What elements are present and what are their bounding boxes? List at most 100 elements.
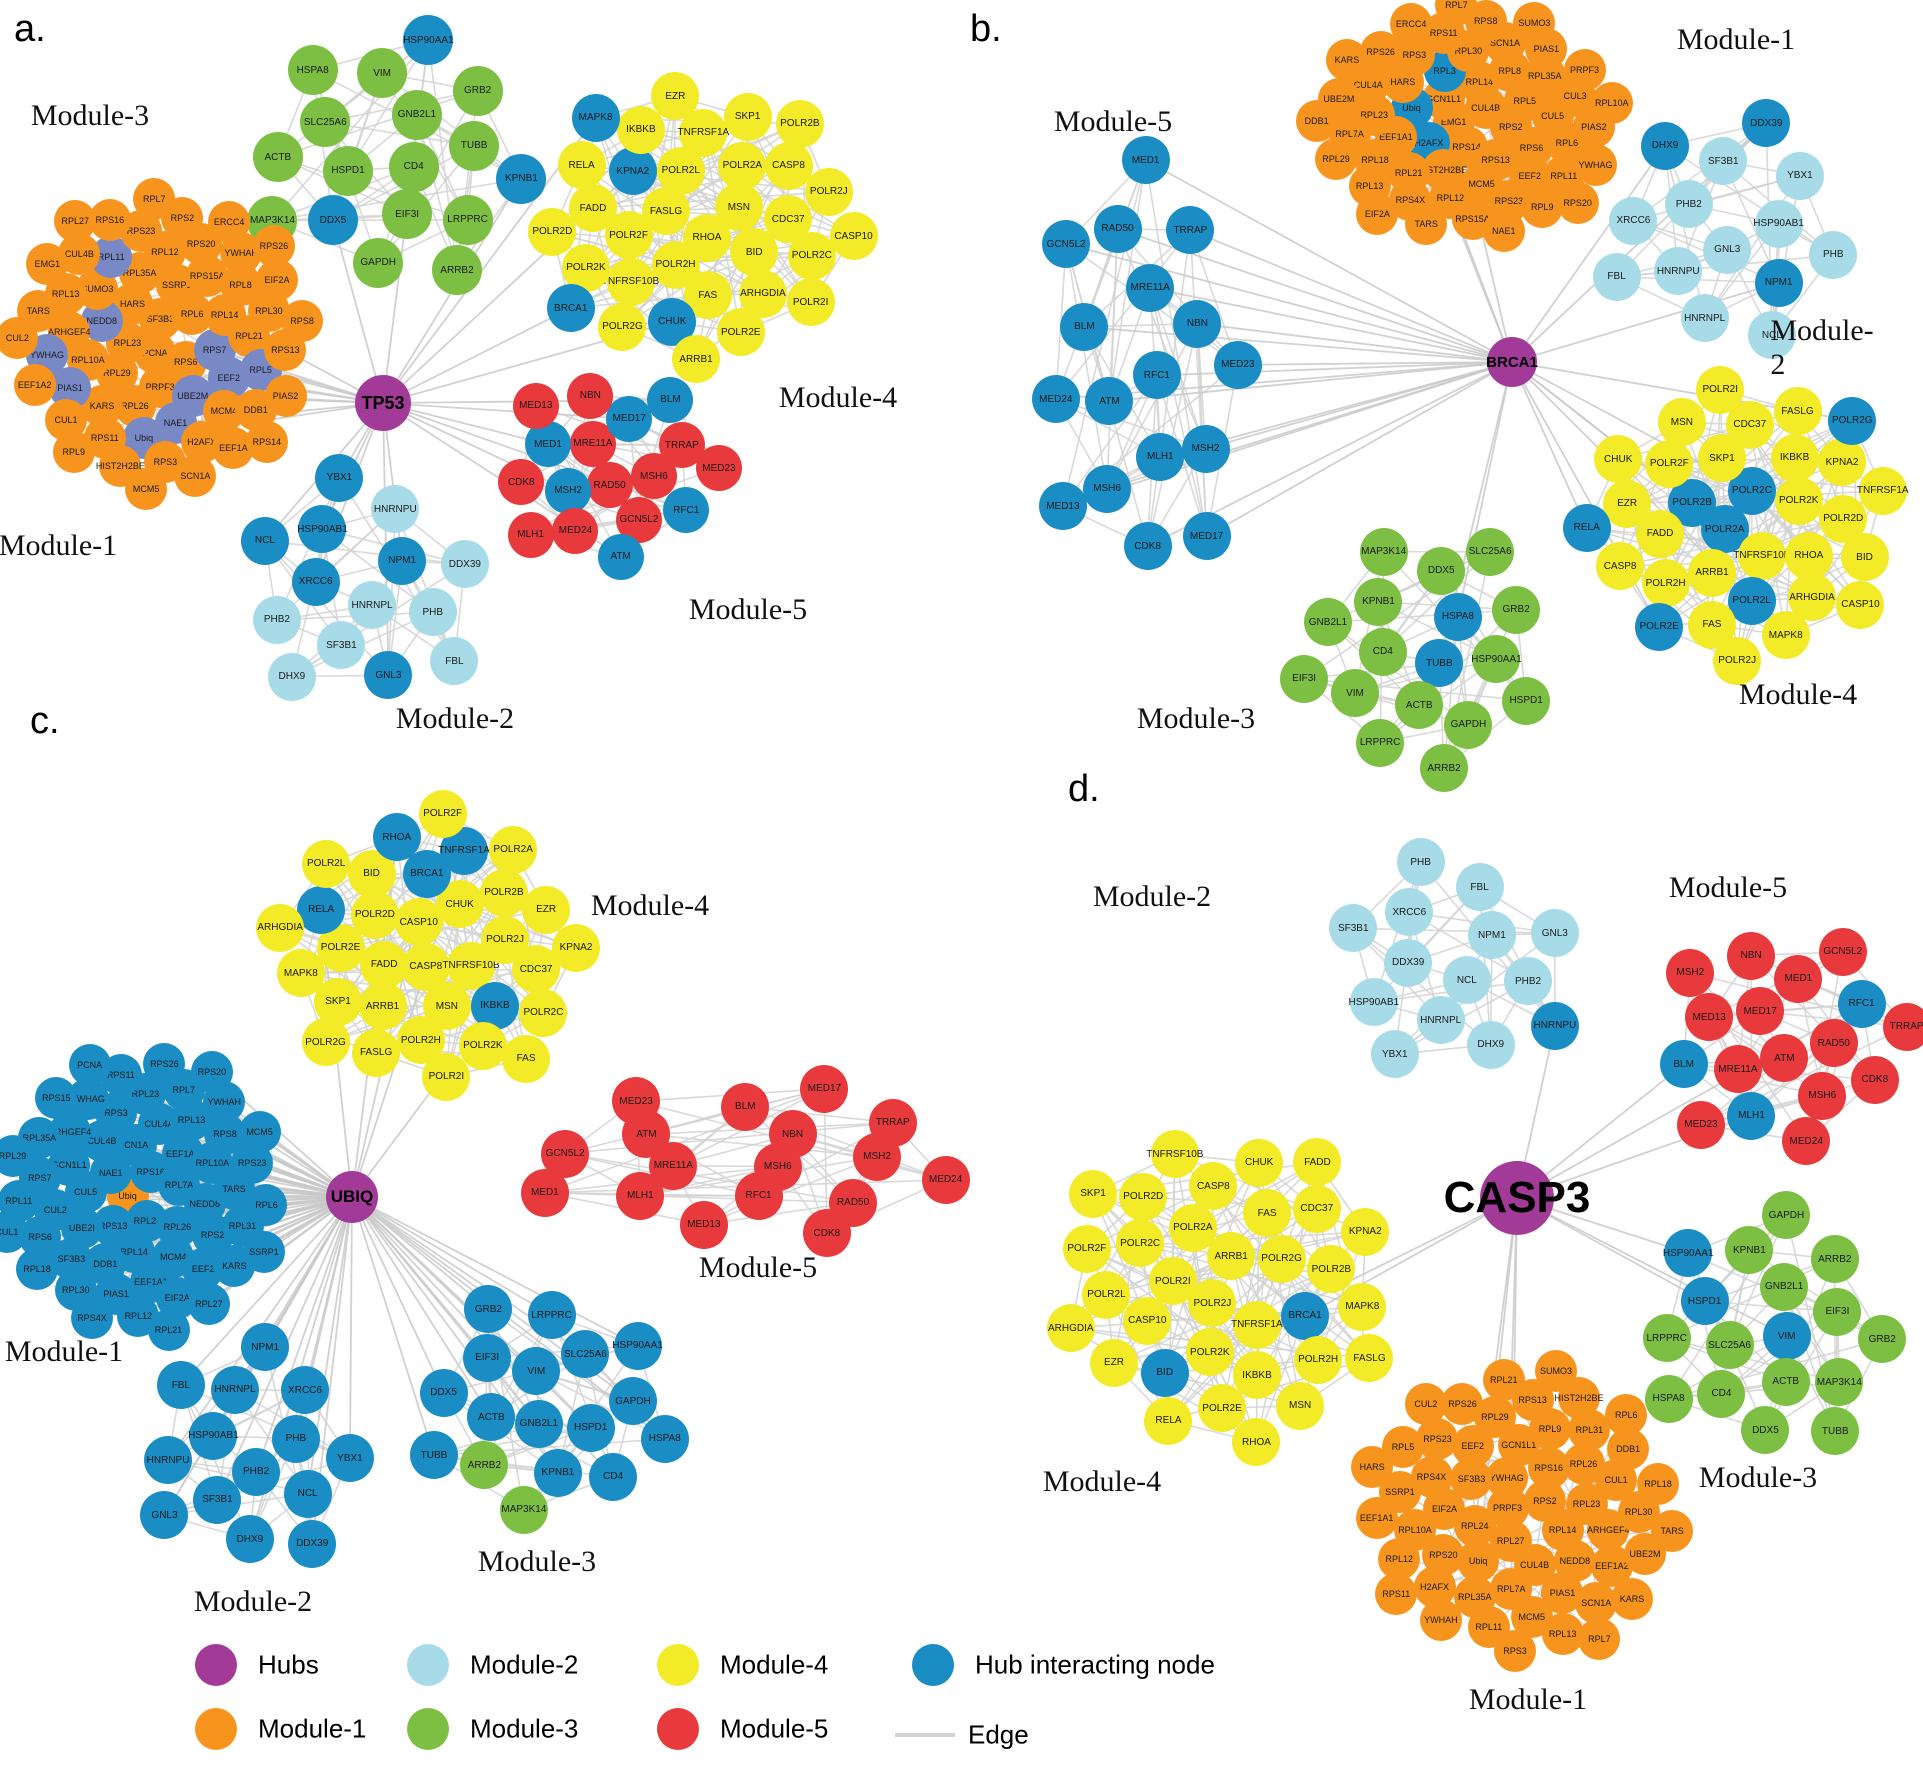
node-hspa8[interactable]: HSPA8: [1433, 592, 1482, 641]
node-rad50[interactable]: RAD50: [1809, 1019, 1858, 1068]
node-eif3i[interactable]: EIF3I: [1813, 1287, 1862, 1336]
node-rps3[interactable]: RPS3: [1494, 1629, 1537, 1672]
node-fbl[interactable]: FBL: [156, 1361, 205, 1410]
node-emg1[interactable]: EMG1: [26, 243, 69, 286]
node-arrb2[interactable]: ARRB2: [1810, 1235, 1859, 1284]
node-ezr[interactable]: EZR: [1603, 479, 1652, 528]
node-ddx39[interactable]: DDX39: [1742, 99, 1791, 148]
node-eif3i[interactable]: EIF3I: [463, 1333, 512, 1382]
node-rpl21[interactable]: RPL21: [147, 1309, 190, 1352]
node-lrpprc[interactable]: LRPPRC: [1642, 1314, 1691, 1363]
node-tnfrsf1a[interactable]: TNFRSF1A: [678, 108, 729, 157]
node-msn[interactable]: MSN: [1276, 1381, 1325, 1430]
node-hsp90ab1[interactable]: HSP90AB1: [1349, 978, 1399, 1027]
node-sf3b1[interactable]: SF3B1: [1699, 137, 1748, 186]
node-rpl13[interactable]: RPL13: [1541, 1612, 1584, 1655]
node-dhx9[interactable]: DHX9: [1466, 1020, 1515, 1069]
node-ercc4[interactable]: ERCC4: [1390, 2, 1433, 45]
node-med1[interactable]: MED1: [1774, 954, 1823, 1003]
node-xrcc6[interactable]: XRCC6: [1609, 196, 1658, 245]
node-ncl[interactable]: NCL: [1747, 311, 1796, 360]
node-polr2g[interactable]: POLR2G: [598, 302, 647, 351]
node-dhx9[interactable]: DHX9: [225, 1515, 274, 1564]
node-polr2a[interactable]: POLR2A: [1168, 1203, 1217, 1252]
node-actb[interactable]: ACTB: [467, 1393, 516, 1442]
node-vim[interactable]: VIM: [512, 1347, 561, 1396]
node-grb2[interactable]: GRB2: [1492, 585, 1541, 634]
node-kpna2[interactable]: KPNA2: [552, 923, 601, 972]
node-phb2[interactable]: PHB2: [1664, 180, 1713, 229]
node-rpl18[interactable]: RPL18: [15, 1247, 58, 1290]
node-rpl7[interactable]: RPL7: [133, 178, 176, 221]
node-rpl12[interactable]: RPL12: [1378, 1538, 1421, 1581]
node-cdk8[interactable]: CDK8: [802, 1209, 851, 1258]
node-ezr[interactable]: EZR: [651, 72, 700, 121]
node-pias2[interactable]: PIAS2: [264, 375, 307, 418]
node-polr2e[interactable]: POLR2E: [1198, 1384, 1247, 1433]
node-phb[interactable]: PHB: [1809, 230, 1858, 279]
node-ikbkb[interactable]: IKBKB: [1770, 433, 1819, 482]
node-sf3b1[interactable]: SF3B1: [1329, 904, 1378, 953]
node-rpl10a[interactable]: RPL10A: [1393, 1508, 1436, 1551]
node-rps15[interactable]: RPS15: [35, 1077, 78, 1120]
node-hspa8[interactable]: HSPA8: [287, 45, 338, 96]
node-gnb2l1[interactable]: GNB2L1: [1760, 1262, 1809, 1311]
node-phb2[interactable]: PHB2: [252, 595, 301, 644]
node-skp1[interactable]: SKP1: [1069, 1169, 1118, 1218]
node-rpl10a[interactable]: RPL10A: [1590, 82, 1633, 125]
node-hsp90aa1[interactable]: HSP90AA1: [403, 15, 454, 66]
node-faslg[interactable]: FASLG: [1345, 1334, 1394, 1383]
node-ncl[interactable]: NCL: [1442, 956, 1491, 1005]
node-rfc1[interactable]: RFC1: [663, 487, 710, 534]
node-sumo3[interactable]: SUMO3: [1534, 1349, 1577, 1392]
node-eif3i[interactable]: EIF3I: [382, 189, 433, 240]
node-polr2i[interactable]: POLR2I: [1148, 1257, 1197, 1306]
node-rpl5[interactable]: RPL5: [1381, 1426, 1424, 1469]
node-chuk[interactable]: CHUK: [1235, 1138, 1284, 1187]
node-arhgdia[interactable]: ARHGDIA: [1046, 1304, 1095, 1353]
node-polr2k[interactable]: POLR2K: [1774, 476, 1823, 525]
node-ezr[interactable]: EZR: [1090, 1338, 1139, 1387]
node-polr2i[interactable]: POLR2I: [786, 278, 835, 327]
node-med23[interactable]: MED23: [695, 445, 742, 492]
node-mlh1[interactable]: MLH1: [616, 1171, 665, 1220]
node-rps26[interactable]: RPS26: [143, 1043, 186, 1086]
node-vim[interactable]: VIM: [357, 48, 408, 99]
node-ybx1[interactable]: YBX1: [1775, 151, 1824, 200]
node-gnl3[interactable]: GNL3: [140, 1491, 189, 1540]
node-casp8[interactable]: CASP8: [764, 141, 813, 190]
node-polr2g[interactable]: POLR2G: [1828, 396, 1877, 445]
node-rhoa[interactable]: RHOA: [1784, 531, 1833, 580]
node-med13[interactable]: MED13: [679, 1200, 728, 1249]
node-ezr[interactable]: EZR: [522, 885, 571, 934]
node-ddb1[interactable]: DDB1: [1295, 99, 1338, 142]
node-hnrnpl[interactable]: HNRNPL: [1680, 294, 1729, 343]
node-trrap[interactable]: TRRAP: [1882, 1002, 1923, 1051]
node-ddx5[interactable]: DDX5: [1417, 546, 1466, 595]
node-ddx39[interactable]: DDX39: [1384, 938, 1433, 987]
node-cdk8[interactable]: CDK8: [1123, 522, 1172, 571]
node-npm1[interactable]: NPM1: [1754, 258, 1803, 307]
node-polr2h[interactable]: POLR2H: [1641, 559, 1690, 608]
node-scn1a[interactable]: SCN1A: [1575, 1581, 1618, 1624]
node-grb2[interactable]: GRB2: [452, 65, 503, 116]
node-kpnb1[interactable]: KPNB1: [1354, 577, 1403, 626]
node-hsp90ab1[interactable]: HSP90AB1: [1753, 199, 1804, 248]
node-rpl18[interactable]: RPL18: [1637, 1463, 1680, 1506]
node-polr2c[interactable]: POLR2C: [519, 988, 568, 1037]
node-fas[interactable]: FAS: [1243, 1189, 1292, 1238]
node-npm1[interactable]: NPM1: [241, 1323, 290, 1372]
node-phb[interactable]: PHB: [408, 588, 457, 637]
node-dhx9[interactable]: DHX9: [1641, 121, 1690, 170]
hub-node-tp53[interactable]: TP53: [355, 375, 411, 431]
node-ddx5[interactable]: DDX5: [419, 1368, 468, 1417]
node-vim[interactable]: VIM: [1331, 669, 1379, 718]
node-ikbkb[interactable]: IKBKB: [1233, 1351, 1282, 1400]
node-tubb[interactable]: TUBB: [409, 1431, 458, 1480]
node-med24[interactable]: MED24: [921, 1155, 970, 1204]
node-rpl29[interactable]: RPL29: [1315, 137, 1358, 180]
node-cd4[interactable]: CD4: [1697, 1369, 1746, 1418]
node-ikbkb[interactable]: IKBKB: [616, 105, 665, 154]
node-rps14[interactable]: RPS14: [245, 421, 288, 464]
node-polr2d[interactable]: POLR2D: [350, 890, 399, 939]
